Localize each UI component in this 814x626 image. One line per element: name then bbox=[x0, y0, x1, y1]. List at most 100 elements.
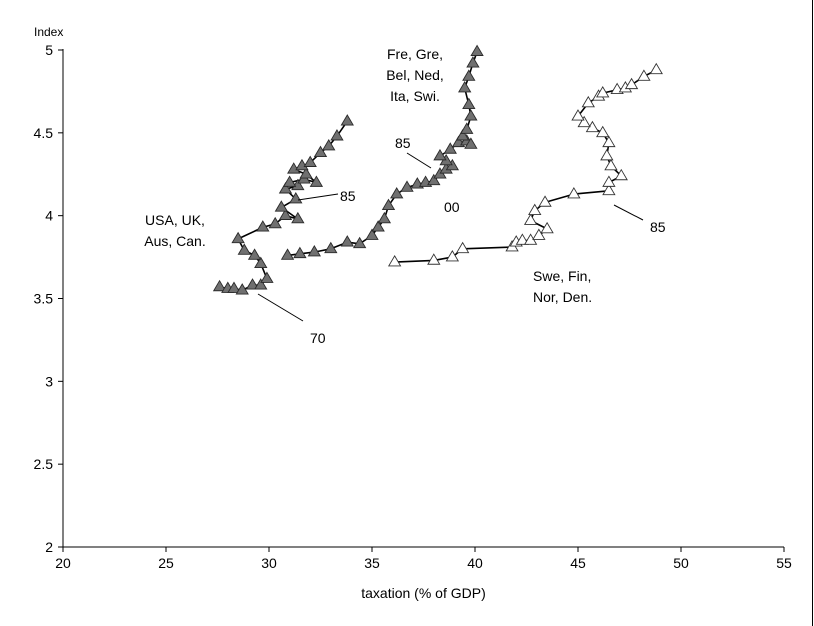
year-annotation: 85 bbox=[395, 135, 411, 151]
annotation-layer: USA, UK, Aus, Can. Fre, Gre, Bel, Ned, Ita, … bbox=[144, 46, 666, 346]
data-point bbox=[445, 249, 460, 262]
data-point bbox=[322, 138, 336, 151]
x-tick-label: 55 bbox=[776, 555, 792, 571]
data-point bbox=[458, 81, 472, 93]
data-point bbox=[464, 109, 478, 121]
data-point bbox=[455, 241, 470, 254]
x-tick-label: 50 bbox=[673, 555, 689, 571]
data-point bbox=[596, 85, 610, 98]
data-point bbox=[390, 187, 404, 199]
data-point bbox=[293, 246, 307, 259]
data-point bbox=[303, 155, 317, 167]
data-point bbox=[212, 279, 227, 292]
data-point bbox=[256, 220, 270, 232]
data-point bbox=[387, 254, 402, 267]
year-annotation: 00 bbox=[444, 199, 460, 215]
x-tick-label: 20 bbox=[55, 555, 71, 571]
data-point bbox=[307, 245, 321, 257]
x-axis-title: taxation (% of GDP) bbox=[361, 585, 486, 601]
data-point bbox=[268, 216, 282, 229]
series-2 bbox=[280, 44, 484, 260]
series-label: Swe, Fin, bbox=[533, 268, 591, 284]
data-point bbox=[427, 253, 441, 265]
data-point bbox=[289, 192, 303, 204]
x-tick-label: 35 bbox=[364, 555, 380, 571]
data-point bbox=[462, 69, 476, 81]
data-point bbox=[460, 122, 474, 134]
y-tick-label: 4.5 bbox=[34, 125, 54, 141]
axes: 20 25 30 35 40 45 50 55 2 2.5 3 3.5 4 4.5 5 taxation (%… bbox=[34, 25, 792, 601]
year-annotation: 70 bbox=[310, 330, 326, 346]
data-point bbox=[274, 200, 289, 212]
series-label: Bel, Ned, bbox=[386, 67, 444, 83]
data-point bbox=[624, 77, 639, 90]
data-point bbox=[340, 235, 354, 247]
data-point bbox=[604, 158, 618, 171]
data-point bbox=[602, 135, 616, 148]
annotation-leader bbox=[613, 204, 644, 221]
data-point bbox=[540, 221, 554, 234]
data-point bbox=[637, 69, 651, 81]
data-point bbox=[231, 231, 245, 244]
data-point bbox=[371, 220, 385, 232]
y-tick-label: 3.5 bbox=[34, 291, 54, 307]
data-point bbox=[381, 198, 396, 211]
data-point bbox=[528, 203, 542, 215]
data-point bbox=[278, 208, 293, 220]
data-point bbox=[466, 56, 480, 68]
data-point bbox=[340, 114, 354, 126]
data-point bbox=[470, 44, 484, 56]
annotation-leader bbox=[257, 293, 304, 322]
year-annotation: 85 bbox=[340, 188, 356, 204]
data-point bbox=[260, 271, 274, 283]
data-point bbox=[649, 62, 663, 75]
data-point bbox=[515, 233, 530, 245]
data-point bbox=[400, 180, 414, 192]
data-point bbox=[299, 167, 313, 179]
data-point bbox=[596, 125, 610, 138]
data-point bbox=[538, 195, 552, 207]
data-point bbox=[280, 248, 295, 260]
data-point bbox=[237, 243, 251, 255]
data-point bbox=[443, 142, 457, 154]
data-point bbox=[227, 281, 241, 293]
data-point bbox=[464, 137, 478, 149]
data-point bbox=[532, 228, 546, 240]
series-1 bbox=[212, 114, 354, 295]
data-point bbox=[254, 278, 268, 290]
data-point bbox=[427, 173, 441, 186]
series-3 bbox=[387, 62, 663, 267]
annotation-leader bbox=[297, 193, 339, 201]
data-point bbox=[278, 182, 293, 194]
data-point bbox=[455, 129, 470, 141]
x-tick-label: 40 bbox=[467, 555, 483, 571]
series-label: Fre, Gre, bbox=[387, 46, 443, 62]
series-label: Ita, Swi. bbox=[390, 88, 440, 104]
data-point bbox=[567, 187, 581, 199]
data-point bbox=[571, 109, 585, 121]
data-point bbox=[523, 213, 538, 225]
y-tick-label: 2.5 bbox=[34, 456, 54, 472]
data-point bbox=[254, 256, 268, 269]
data-point bbox=[462, 97, 476, 109]
data-point bbox=[282, 175, 297, 187]
data-point bbox=[433, 148, 447, 161]
data-point bbox=[313, 145, 328, 158]
y-tick-label: 3 bbox=[45, 373, 53, 389]
year-annotation: 85 bbox=[650, 219, 666, 235]
data-point bbox=[577, 115, 591, 128]
data-point bbox=[330, 129, 344, 141]
data-point bbox=[614, 168, 628, 181]
y-tick-label: 4 bbox=[45, 208, 53, 224]
x-tick-label: 30 bbox=[261, 555, 277, 571]
data-point bbox=[365, 228, 379, 240]
x-tick-label: 25 bbox=[158, 555, 174, 571]
data-point bbox=[602, 175, 616, 187]
data-point bbox=[235, 283, 249, 295]
data-point bbox=[377, 211, 392, 224]
series-label: Aus, Can. bbox=[144, 233, 205, 249]
series-label: USA, UK, bbox=[145, 212, 205, 228]
y-axis-title: Index bbox=[34, 25, 63, 39]
